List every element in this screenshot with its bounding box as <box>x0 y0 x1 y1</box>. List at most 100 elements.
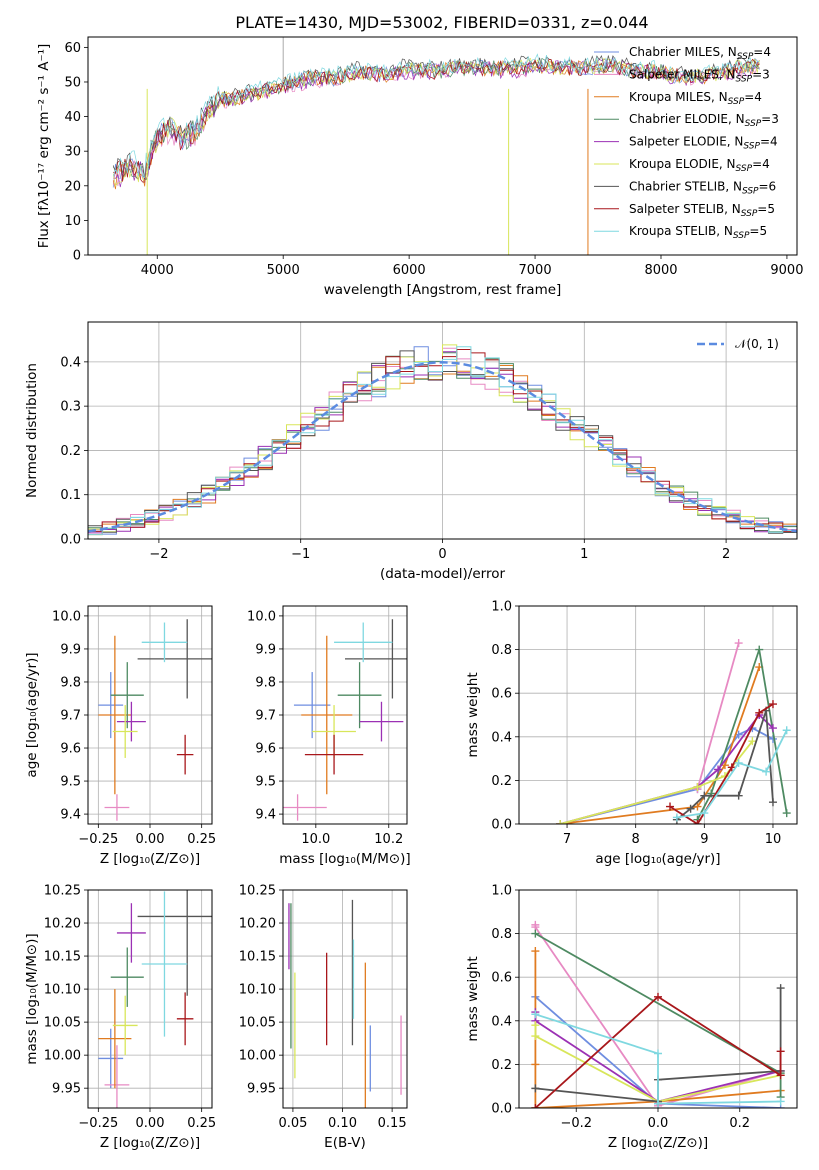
y-tick-label: 10.05 <box>44 1016 81 1031</box>
y-tick-label: 9.6 <box>255 742 276 757</box>
x-axis-label: Z [log₁₀(Z/Z⊙)] <box>100 1135 200 1151</box>
x-axis-label: wavelength [Angstrom, rest frame] <box>324 282 562 298</box>
plot-area <box>98 890 212 1108</box>
x-tick-label: 2 <box>722 547 730 562</box>
x-tick-label: 0.05 <box>278 1116 307 1131</box>
x-tick-label: 10.2 <box>374 832 403 847</box>
axes-frame <box>282 889 408 1109</box>
panel-mass-weight-vs-age: 7 8 9 10 0.0 0.2 0.4 0.6 0.8 1.0 age [log₁₀(age/yr… <box>465 600 798 867</box>
y-tick-label: 0.3 <box>60 400 81 415</box>
y-tick-label: 9.9 <box>60 642 81 657</box>
y-tick-label: 0.4 <box>60 355 81 370</box>
y-tick-label: 1.0 <box>491 600 512 615</box>
weight-point-marker <box>531 929 540 938</box>
x-tick-label: −2 <box>149 547 168 562</box>
weight-point-marker <box>755 645 764 654</box>
weight-point-marker <box>654 1049 662 1058</box>
weight-point-marker <box>734 639 743 648</box>
x-tick-label: −1 <box>291 547 310 562</box>
panel-mass-weight-vs-Z: −0.2 0.0 0.2 0.0 0.2 0.4 0.6 0.8 1.0 Z [log₁₀(Z/Z… <box>465 884 798 1151</box>
weight-series-line <box>559 713 774 824</box>
weight-point-marker <box>714 765 723 774</box>
y-tick-label: 30 <box>64 145 81 160</box>
legend-label: Salpeter MILES, NSSP=3 <box>629 67 770 84</box>
y-tick-label: 40 <box>64 110 81 125</box>
weight-point-marker <box>762 767 771 776</box>
x-tick-label: 0 <box>438 547 446 562</box>
weight-point-marker <box>700 791 709 800</box>
y-tick-label: 0.6 <box>491 971 512 986</box>
weight-point-marker <box>755 708 764 717</box>
weight-point-marker <box>686 804 695 813</box>
plot-area <box>98 619 212 821</box>
plot-area <box>112 37 760 255</box>
legend-label: Kroupa ELODIE, NSSP=4 <box>629 157 770 174</box>
legend-label: Chabrier MILES, NSSP=4 <box>629 45 771 62</box>
panel-residual-hist: −2 −1 0 1 2 0.0 0.1 0.2 0.3 0.4 (data-model)/error… <box>24 321 798 582</box>
weight-point-marker <box>654 1099 662 1108</box>
weight-series-line <box>534 1025 781 1103</box>
weight-point-marker <box>768 724 777 733</box>
panel-mass-vs-EBV: 0.05 0.10 0.15 9.95 10.00 10.05 10.10 10.15 10.2… <box>239 884 408 1151</box>
y-tick-label: 0.2 <box>60 444 81 459</box>
y-tick-label: 10.00 <box>239 1049 276 1064</box>
legend-label: Kroupa STELIB, NSSP=5 <box>629 224 767 241</box>
y-tick-label: 0.2 <box>491 774 512 789</box>
histogram-step <box>88 350 797 534</box>
panel-age-vs-Z: −0.25 0.00 0.25 9.4 9.5 9.6 9.7 9.8 9.9 10.0 Z [lo… <box>24 605 216 867</box>
y-tick-label: 9.95 <box>52 1082 81 1097</box>
legend-label: Salpeter STELIB, NSSP=5 <box>629 202 775 219</box>
x-axis-label: Z [log₁₀(Z/Z⊙)] <box>100 851 200 867</box>
y-tick-label: 9.95 <box>247 1082 276 1097</box>
weight-series-line <box>534 995 782 1108</box>
y-tick-label: 60 <box>64 41 81 56</box>
y-axis-label: Normed distribution <box>24 363 40 498</box>
x-tick-label: 0.00 <box>136 1116 165 1131</box>
y-tick-label: 9.7 <box>60 709 81 724</box>
x-tick-label: 9 <box>700 832 708 847</box>
plot-area <box>531 920 785 1108</box>
x-tick-label: 8000 <box>644 263 677 278</box>
y-tick-label: 0.8 <box>491 643 512 658</box>
x-tick-label: 8 <box>632 832 640 847</box>
legend-label: Chabrier STELIB, NSSP=6 <box>629 179 776 196</box>
x-tick-label: 0.2 <box>729 1116 750 1131</box>
plot-area <box>556 639 791 824</box>
axes-frame <box>87 605 213 825</box>
x-tick-label: 1 <box>580 547 588 562</box>
weight-point-marker <box>531 1084 540 1093</box>
weight-point-marker <box>531 1021 540 1030</box>
weight-point-marker <box>776 1071 785 1080</box>
weight-point-marker <box>782 726 791 735</box>
axes-frame <box>87 321 798 540</box>
legend-label: Kroupa MILES, NSSP=4 <box>629 90 762 107</box>
y-tick-label: 0 <box>73 249 81 264</box>
y-tick-label: 10.05 <box>239 1016 276 1031</box>
y-tick-label: 9.4 <box>255 808 276 823</box>
x-tick-label: 6000 <box>393 263 426 278</box>
plot-area <box>288 899 402 1108</box>
y-tick-label: 10.00 <box>44 1049 81 1064</box>
x-tick-label: 5000 <box>267 263 300 278</box>
legend-label: Salpeter ELODIE, NSSP=4 <box>629 135 778 152</box>
x-tick-label: 7000 <box>519 263 552 278</box>
spectrum-series-line <box>112 53 760 178</box>
y-tick-label: 10.25 <box>239 884 276 899</box>
y-tick-label: 1.0 <box>491 884 512 899</box>
x-axis-label: E(B-V) <box>324 1135 366 1151</box>
y-tick-label: 0.0 <box>491 818 512 833</box>
weight-point-marker <box>666 802 675 811</box>
weight-point-marker <box>531 1060 540 1069</box>
x-tick-label: 10 <box>765 832 782 847</box>
y-tick-label: 10.15 <box>44 950 81 965</box>
legend-label: Chabrier ELODIE, NSSP=3 <box>629 112 779 129</box>
x-tick-label: −0.2 <box>560 1116 592 1131</box>
y-axis-label: mass weight <box>465 672 481 757</box>
y-tick-label: 9.8 <box>255 675 276 690</box>
spectrum-series-line <box>113 58 760 183</box>
x-tick-label: −0.25 <box>78 832 118 847</box>
spectrum-series-line <box>112 59 760 190</box>
axes-frame <box>518 889 798 1109</box>
y-axis-label: Flux [fλ10⁻¹⁷ erg cm⁻² s⁻¹ A⁻¹] <box>36 44 52 249</box>
